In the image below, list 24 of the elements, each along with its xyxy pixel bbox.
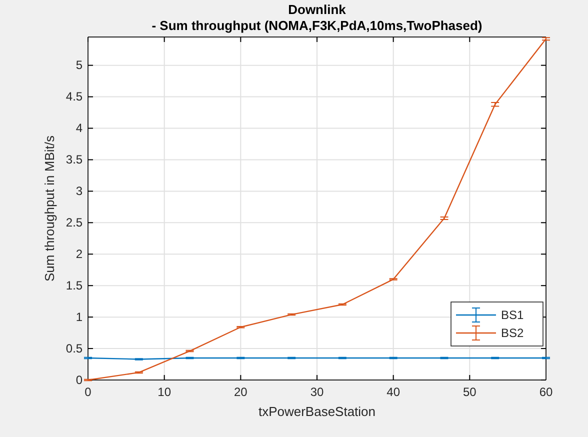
x-tick-label: 30 [310, 385, 324, 400]
x-tick-label: 40 [386, 385, 400, 400]
y-tick-label: 4.5 [66, 90, 83, 104]
y-tick-label: 4 [76, 121, 83, 136]
legend-label: BS2 [501, 326, 524, 340]
y-tick-label: 0.5 [66, 341, 83, 356]
legend-label: BS1 [501, 308, 524, 322]
chart-title: Downlink [288, 2, 347, 17]
x-tick-label: 60 [539, 385, 553, 400]
x-tick-label: 50 [462, 385, 477, 400]
y-tick-label: 1.5 [66, 278, 83, 292]
x-tick-label: 0 [84, 385, 92, 400]
x-tick-label: 10 [158, 385, 172, 400]
y-tick-label: 2.5 [66, 216, 83, 230]
chart-subtitle: - Sum throughput (NOMA,F3K,PdA,10ms,TwoPhased) [152, 18, 482, 33]
y-tick-label: 5 [76, 58, 83, 72]
y-tick-label: 0 [76, 372, 83, 387]
y-axis-title: Sum throughput in MBit/s [42, 135, 57, 282]
x-tick-label: 20 [234, 385, 248, 400]
x-axis-title: txPowerBaseStation [258, 404, 376, 419]
y-tick-label: 3 [76, 184, 83, 198]
y-tick-label: 1 [76, 310, 83, 324]
y-tick-label: 3.5 [66, 152, 83, 167]
y-tick-label: 2 [76, 246, 83, 261]
